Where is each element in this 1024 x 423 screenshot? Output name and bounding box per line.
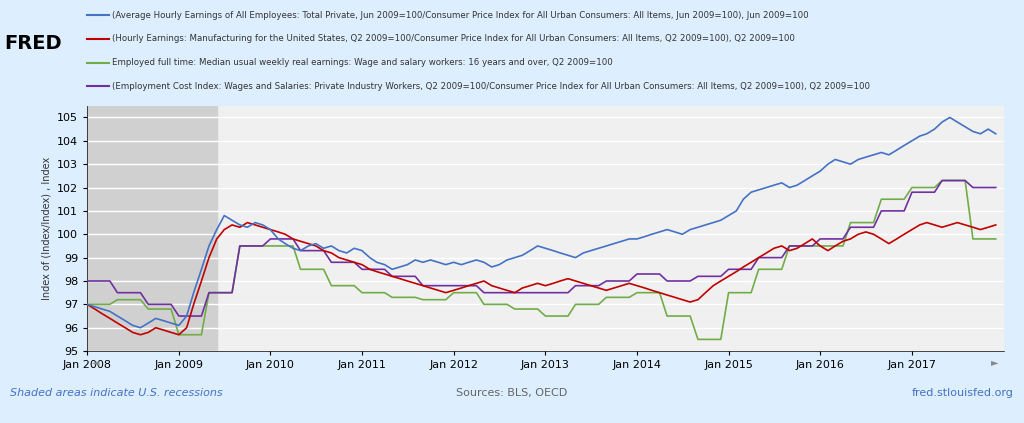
Text: FRED: FRED [4, 34, 62, 53]
Text: fred.stlouisfed.org: fred.stlouisfed.org [912, 387, 1014, 398]
Text: Sources: BLS, OECD: Sources: BLS, OECD [457, 387, 567, 398]
Text: (Hourly Earnings: Manufacturing for the United States, Q2 2009=100/Consumer Pric: (Hourly Earnings: Manufacturing for the … [112, 34, 795, 44]
Text: ►: ► [991, 357, 999, 367]
Text: Shaded areas indicate U.S. recessions: Shaded areas indicate U.S. recessions [10, 387, 223, 398]
Y-axis label: Index of (Index/Index) , Index: Index of (Index/Index) , Index [41, 157, 51, 300]
Text: ◄: ◄ [91, 357, 99, 367]
Text: Employed full time: Median usual weekly real earnings: Wage and salary workers: : Employed full time: Median usual weekly … [112, 58, 612, 67]
Text: (Employment Cost Index: Wages and Salaries: Private Industry Workers, Q2 2009=10: (Employment Cost Index: Wages and Salari… [112, 82, 870, 91]
Text: (Average Hourly Earnings of All Employees: Total Private, Jun 2009=100/Consumer : (Average Hourly Earnings of All Employee… [112, 11, 809, 20]
Bar [87, 106, 217, 351]
